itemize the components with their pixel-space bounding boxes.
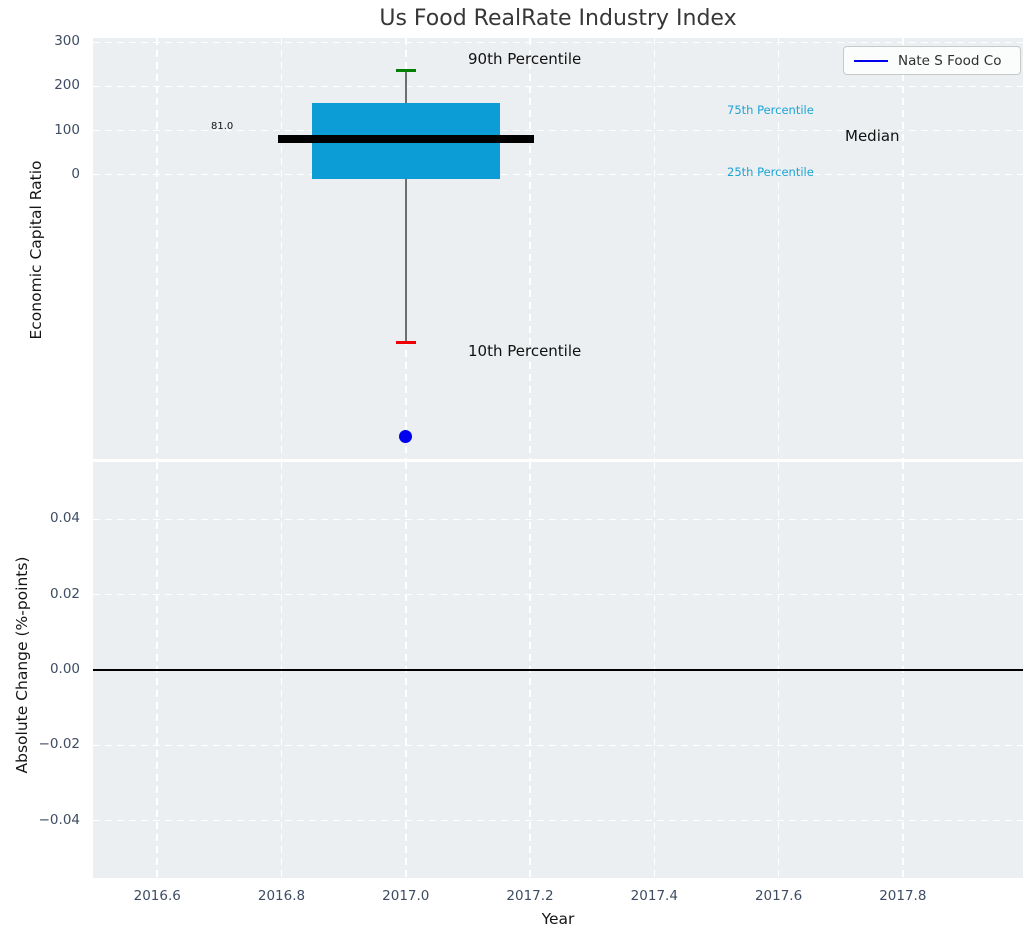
whisker-line bbox=[405, 70, 407, 343]
top-y-axis-label: Economic Capital Ratio bbox=[27, 160, 45, 340]
y-tick-label: 300 bbox=[54, 33, 80, 50]
h-gridline bbox=[93, 173, 1023, 176]
h-gridline bbox=[93, 819, 1023, 822]
zero-line bbox=[93, 669, 1023, 671]
p90-cap bbox=[395, 69, 416, 73]
y-tick-label: −0.04 bbox=[38, 811, 80, 828]
x-tick-label: 2017.2 bbox=[506, 888, 554, 904]
top-axes-panel bbox=[93, 38, 1023, 459]
x-axis-label: Year bbox=[541, 910, 575, 928]
median-value-label: 81.0 bbox=[211, 121, 234, 132]
x-tick-label: 2016.8 bbox=[257, 888, 306, 904]
y-tick-label: −0.02 bbox=[38, 736, 80, 753]
h-gridline bbox=[93, 593, 1023, 596]
annotation-90th-percentile: 90th Percentile bbox=[468, 50, 582, 68]
median-line bbox=[277, 134, 534, 143]
annotation-10th-percentile: 10th Percentile bbox=[468, 342, 582, 360]
x-tick-label: 2017.6 bbox=[754, 888, 803, 904]
x-tick-label: 2017.0 bbox=[382, 888, 430, 904]
v-gridline bbox=[280, 38, 283, 459]
h-gridline bbox=[93, 129, 1023, 132]
annotation-75th-percentile: 75th Percentile bbox=[727, 103, 814, 117]
v-gridline bbox=[653, 38, 656, 459]
x-tick-label: 2016.6 bbox=[133, 888, 181, 904]
legend[interactable]: Nate S Food Co bbox=[843, 46, 1021, 75]
x-tick-label: 2017.4 bbox=[630, 888, 678, 904]
x-tick-label: 2017.8 bbox=[879, 888, 927, 904]
h-gridline bbox=[93, 518, 1023, 521]
h-gridline bbox=[93, 41, 1023, 44]
p10-cap bbox=[395, 341, 416, 345]
company-point bbox=[399, 430, 413, 444]
v-gridline bbox=[156, 38, 158, 459]
h-gridline bbox=[93, 85, 1023, 88]
v-gridline bbox=[777, 38, 780, 459]
h-gridline bbox=[93, 744, 1023, 747]
annotation-median: Median bbox=[845, 127, 900, 145]
legend-label: Nate S Food Co bbox=[898, 52, 1002, 69]
v-gridline bbox=[902, 38, 904, 459]
annotation-25th-percentile: 25th Percentile bbox=[727, 165, 814, 179]
y-tick-label: 0.02 bbox=[49, 585, 80, 602]
legend-line-icon bbox=[854, 59, 888, 62]
v-gridline bbox=[529, 38, 531, 459]
y-tick-label: 200 bbox=[54, 77, 80, 94]
y-tick-label: 100 bbox=[54, 121, 80, 138]
y-tick-label: 0 bbox=[71, 165, 80, 182]
y-tick-label: 0.04 bbox=[49, 510, 80, 527]
chart-title: Us Food RealRate Industry Index bbox=[379, 6, 737, 31]
y-tick-label: 0.00 bbox=[49, 661, 80, 677]
